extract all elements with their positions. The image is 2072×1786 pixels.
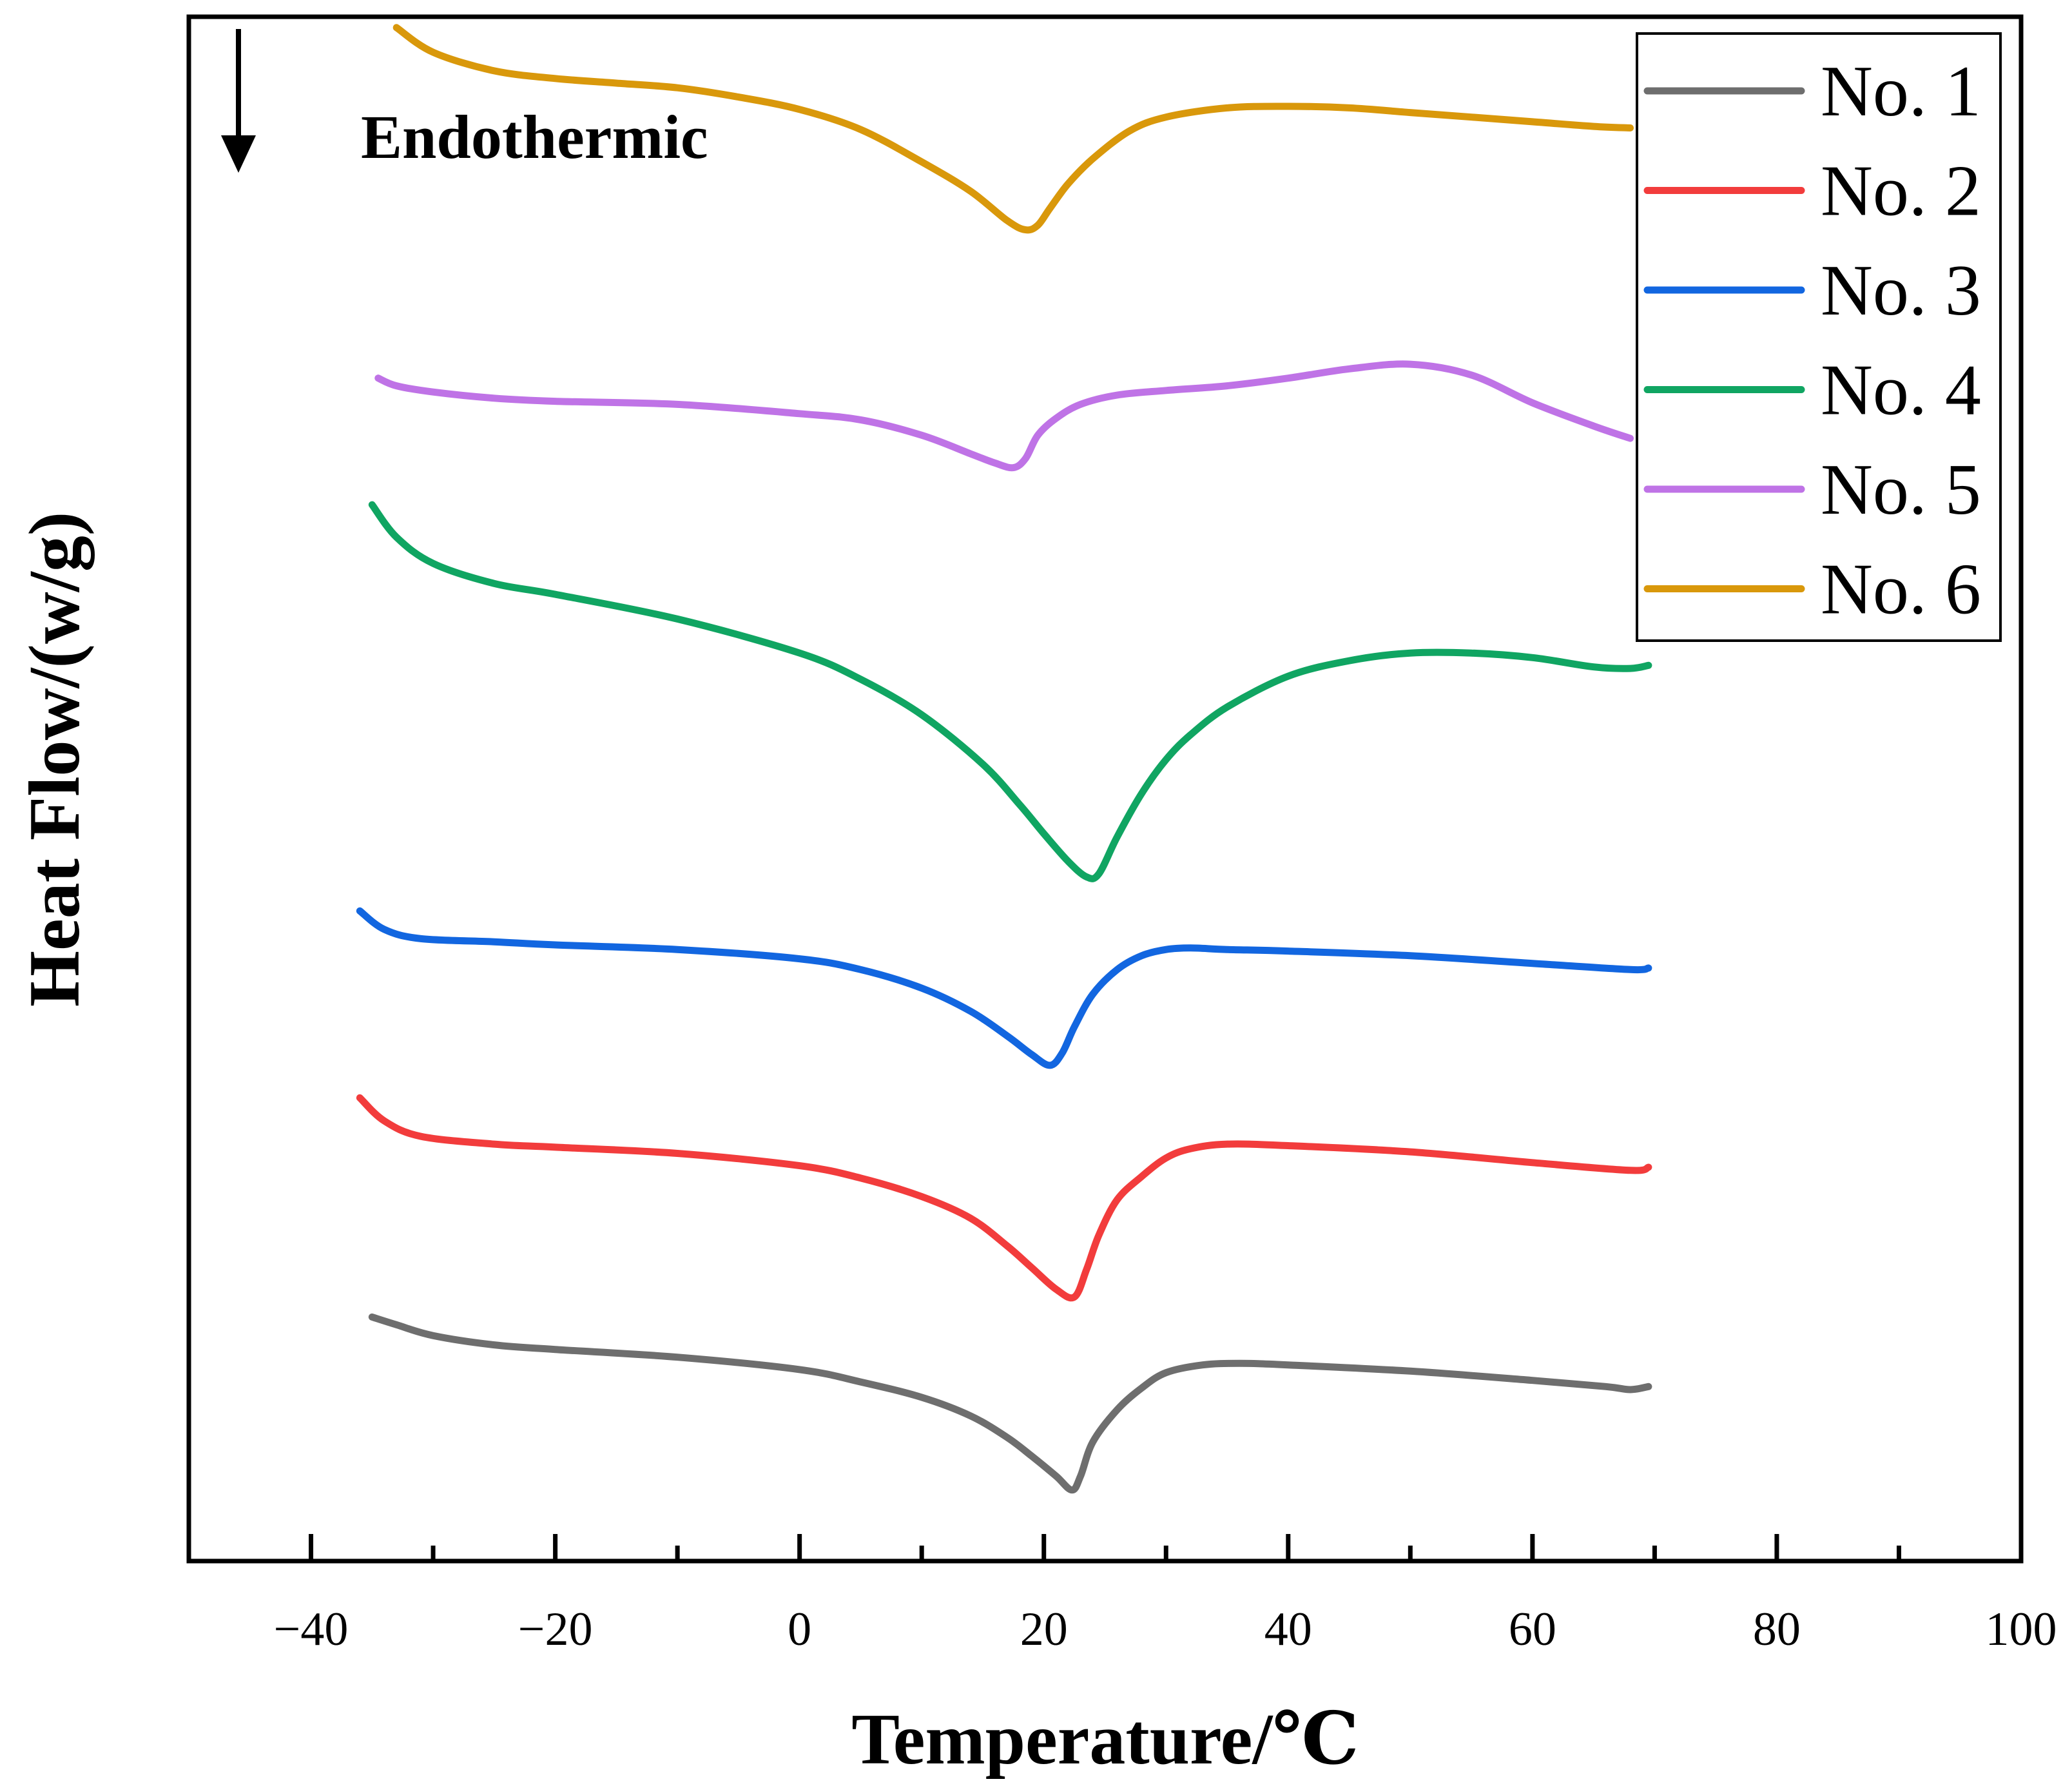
series-line-2 xyxy=(356,1094,1652,1302)
endothermic-annotation: Endothermic xyxy=(221,29,708,173)
legend: No. 1 No. 2 No. 3 No. 4 No. 5 No. 6 xyxy=(1636,32,2002,642)
series-line-6 xyxy=(392,24,1634,234)
x-axis-tick-labels: −40 −20 0 20 40 60 80 100 xyxy=(274,1603,2057,1656)
legend-label-2: No. 2 xyxy=(1821,151,1981,231)
endothermic-label: Endothermic xyxy=(361,102,708,171)
series-layer xyxy=(356,24,1652,1494)
down-arrow-head-icon xyxy=(221,135,256,173)
x-tick-label-6: 80 xyxy=(1753,1603,1801,1656)
plot-frame xyxy=(186,14,2024,1564)
x-tick-label-2: 0 xyxy=(788,1603,811,1656)
legend-items: No. 1 No. 2 No. 3 No. 4 No. 5 No. 6 xyxy=(1643,52,1981,630)
y-axis-title: Heat Flow/(w/g) xyxy=(15,512,95,1007)
series-line-3 xyxy=(356,907,1652,1069)
x-tick-label-7: 100 xyxy=(1986,1603,2057,1656)
legend-label-6: No. 6 xyxy=(1821,550,1981,630)
x-tick-label-5: 60 xyxy=(1509,1603,1556,1656)
x-tick-label-3: 20 xyxy=(1020,1603,1068,1656)
x-tick-label-4: 40 xyxy=(1264,1603,1312,1656)
legend-label-3: No. 3 xyxy=(1821,251,1981,331)
series-line-1 xyxy=(368,1313,1652,1494)
legend-label-4: No. 4 xyxy=(1821,351,1981,431)
legend-label-5: No. 5 xyxy=(1821,450,1981,530)
series-line-5 xyxy=(374,360,1634,472)
x-tick-label-1: −20 xyxy=(518,1603,593,1656)
x-axis-title: Temperature/℃ xyxy=(851,1700,1359,1780)
x-axis-ticks xyxy=(309,1534,2024,1561)
legend-box xyxy=(1636,32,2002,642)
series-line-4 xyxy=(368,501,1652,882)
x-tick-label-0: −40 xyxy=(274,1603,349,1656)
legend-label-1: No. 1 xyxy=(1821,52,1981,131)
